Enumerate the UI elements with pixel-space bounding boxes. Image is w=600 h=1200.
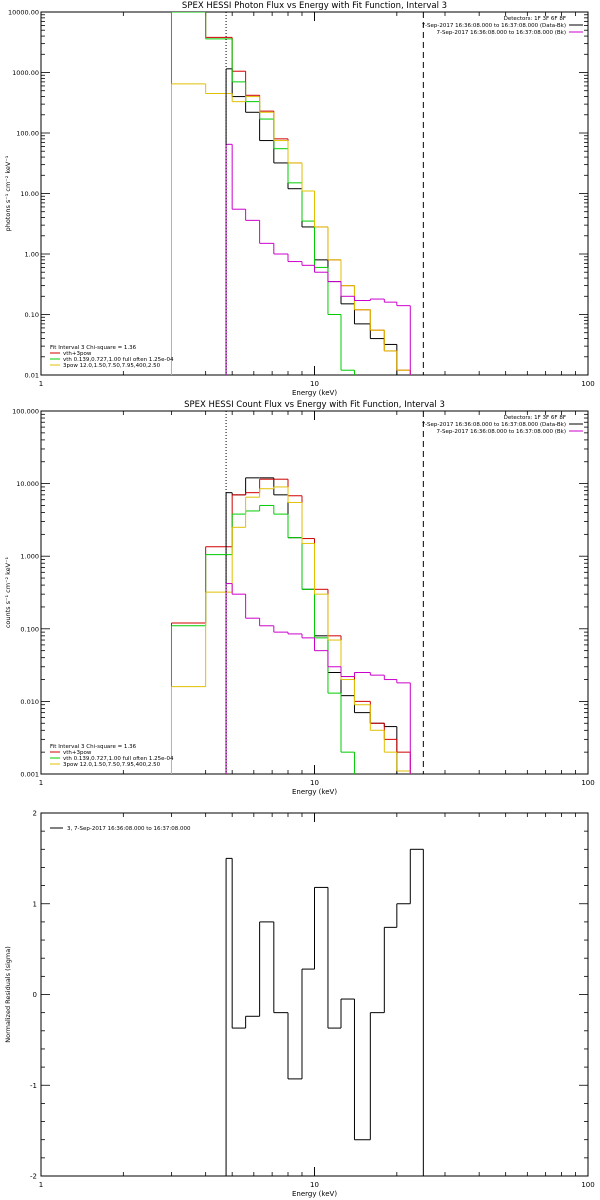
y-tick-label: 100.000 [12, 408, 39, 416]
series-3-7-sep-2017-16-36-08-000-to-16-37-08-000 [225, 848, 424, 1176]
data-layer [170, 477, 411, 774]
legend-entry-label: vth+3pow [63, 750, 92, 756]
x-tick-label: 1 [39, 1181, 43, 1189]
series-bk [225, 583, 411, 774]
series-vth-3pow [170, 12, 411, 375]
y-axis-label: photons s⁻¹ cm⁻² keV⁻¹ [4, 155, 12, 231]
chart-panel-3: 1 10 100 Energy (keV) -2 -1 0 1 2 Normalized Resi… [4, 810, 595, 1199]
legend-entry-label: vth 0.139,0.727,1.00 full often 1.25e-04 [63, 357, 174, 363]
y-axis-label: Normalized Residuals (sigma) [4, 946, 12, 1043]
x-axis-label: Energy (keV) [292, 1190, 337, 1198]
chart-title: SPEX HESSI Count Flux vs Energy with Fit… [184, 400, 445, 410]
y-tick-label: 1 [33, 900, 37, 908]
y-tick-label: 1.000 [20, 553, 39, 561]
series-3pow [170, 486, 411, 774]
y-axis-label: counts s⁻¹ cm⁻² keV⁻¹ [4, 556, 12, 628]
x-tick-label: 1 [39, 779, 43, 787]
chart-title: SPEX HESSI Photon Flux vs Energy with Fi… [182, 1, 447, 11]
legend-entry-label: 7-Sep-2017 16:36:08.000 to 16:37:08.000 … [422, 23, 566, 29]
y-tick-label: 1.00 [25, 251, 39, 259]
x-tick-label: 100 [581, 380, 594, 388]
plot-frame [40, 812, 589, 1177]
data-layer [225, 848, 424, 1176]
series-data-bk [225, 68, 398, 375]
data-layer [170, 12, 411, 375]
x-tick-label: 100 [581, 1181, 594, 1189]
legend-entry-label: 3pow 12.0,1.50,7.50,7.95,400,2.50 [63, 363, 161, 369]
x-tick-label: 1 [39, 380, 43, 388]
series-vth [170, 12, 355, 375]
legend-entry-label: 3pow 12.0,1.50,7.50,7.95,400,2.50 [63, 762, 161, 768]
y-tick-label: 100.00 [16, 130, 39, 138]
legend-entry-label: 3, 7-Sep-2017 16:36:08.000 to 16:37:08.0… [67, 826, 191, 832]
x-tick-label: 10 [310, 779, 319, 787]
x-axis-label: Energy (keV) [292, 389, 337, 397]
y-tick-label: 1000.00 [12, 69, 39, 77]
series-vth-3pow [170, 478, 411, 774]
legend-header: Detectors: 1F 3F 6F 8F [504, 415, 566, 421]
legend-entry-label: 7-Sep-2017 16:36:08.000 to 16:37:08.000 … [437, 30, 567, 36]
legend-entry-label: vth 0.139,0.727,1.00 full often 1.25e-04 [63, 756, 174, 762]
series-bk [225, 143, 411, 375]
y-tick-label: 10.00 [20, 190, 39, 198]
x-tick-label: 100 [581, 779, 594, 787]
legend-header: Detectors: 1F 3F 6F 8F [504, 16, 566, 22]
y-tick-label: -1 [30, 1082, 37, 1090]
legend-entry-label: 7-Sep-2017 16:36:08.000 to 16:37:08.000 … [437, 429, 567, 435]
y-tick-label: 0.10 [25, 311, 39, 319]
x-axis-label: Energy (keV) [292, 788, 337, 796]
legend-header: Fit Interval 3 Chi-square = 1.36 [50, 744, 137, 750]
x-tick-label: 10 [310, 380, 319, 388]
chart-panel-2: SPEX HESSI Count Flux vs Energy with Fit… [4, 400, 595, 796]
y-tick-label: 2 [33, 810, 37, 818]
y-tick-label: 0 [33, 991, 37, 999]
legend-entry-label: vth+3pow [63, 351, 92, 357]
y-tick-label: 0.010 [20, 698, 39, 706]
x-tick-label: 10 [310, 1181, 319, 1189]
legend-header: Fit Interval 3 Chi-square = 1.36 [50, 345, 137, 351]
chart-panel-1: SPEX HESSI Photon Flux vs Energy with Fi… [4, 1, 595, 397]
legend-entry-label: 7-Sep-2017 16:36:08.000 to 16:37:08.000 … [422, 422, 566, 428]
y-tick-label: 0.001 [20, 771, 39, 779]
y-tick-label: -2 [30, 1173, 37, 1181]
y-tick-label: 10.000 [16, 480, 39, 488]
y-tick-label: 10000.00 [8, 9, 39, 17]
y-tick-label: 0.100 [20, 625, 39, 633]
series-3pow [170, 83, 411, 375]
series-data-bk [225, 477, 398, 774]
y-tick-label: 0.01 [25, 372, 39, 380]
series-vth [170, 504, 355, 774]
